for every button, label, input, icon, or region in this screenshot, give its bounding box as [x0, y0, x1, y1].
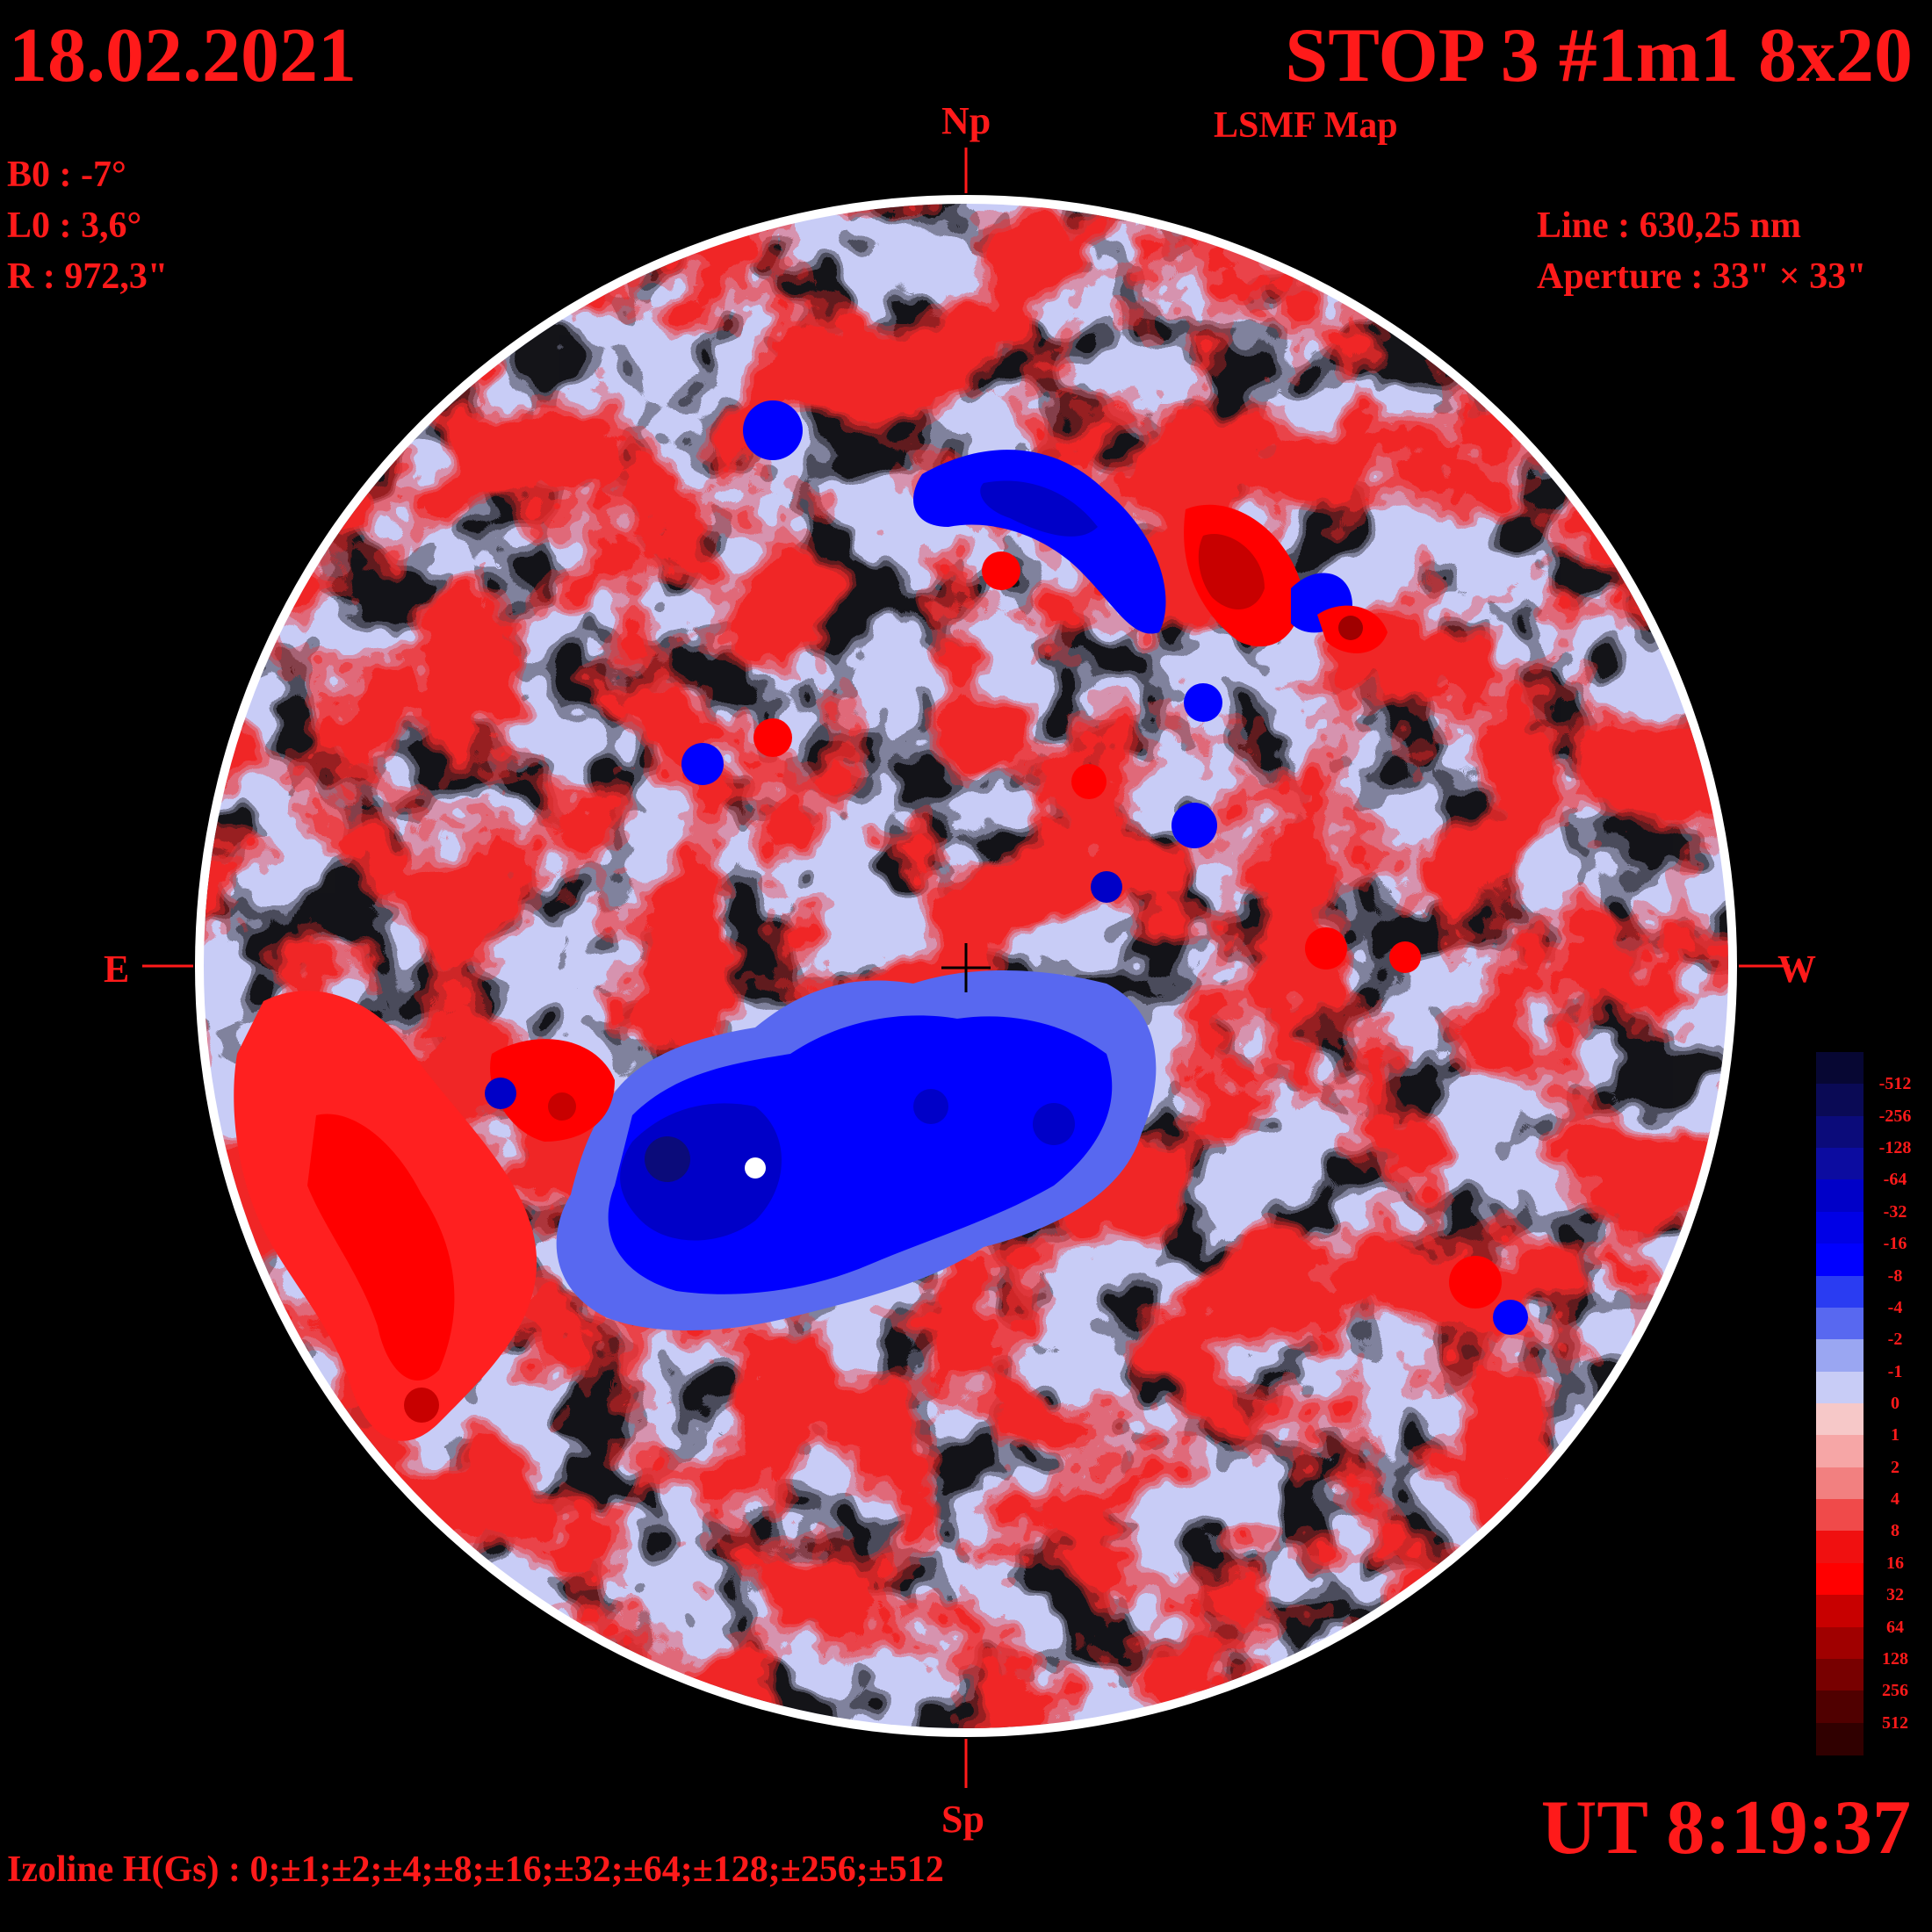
- legend-label: -4: [1887, 1297, 1903, 1317]
- legend-label: -512: [1878, 1074, 1912, 1094]
- north-pole-label: Np: [941, 99, 991, 142]
- legend-swatch: [1816, 1403, 1864, 1436]
- legend-swatch: [1816, 1211, 1864, 1244]
- map-title: STOP 3 #1m1 8x20: [1285, 13, 1913, 98]
- legend-swatch: [1816, 1626, 1864, 1660]
- legend-swatch: [1816, 1084, 1864, 1117]
- legend-label: 64: [1886, 1617, 1904, 1637]
- radius-value: R : 972,3": [7, 256, 169, 297]
- izoline-levels: Izoline H(Gs) : 0;±1;±2;±4;±8;±16;±32;±6…: [7, 1849, 944, 1890]
- legend-swatch: [1816, 1179, 1864, 1213]
- legend-label: -8: [1887, 1265, 1903, 1286]
- legend-label: -128: [1878, 1138, 1912, 1158]
- legend-label: -32: [1883, 1201, 1907, 1222]
- field-strength-legend: -512 -256 -128 -64 -32 -16 -8 -4 -2 -1 0 1 2 4 8 16 32 64…: [1816, 1052, 1923, 1755]
- legend-swatch: [1816, 1244, 1864, 1277]
- legend-swatch: [1816, 1052, 1864, 1085]
- instrument-parameters: Line : 630,25 nm Aperture : 33" × 33": [1537, 207, 1866, 309]
- legend-swatch: [1816, 1339, 1864, 1373]
- east-label: E: [104, 948, 130, 991]
- legend-label: 0: [1891, 1394, 1900, 1413]
- legend-swatch: [1816, 1435, 1864, 1468]
- legend-swatch: [1816, 1722, 1864, 1755]
- solar-parameters: B0 : -7° L0 : 3,6° R : 972,3": [7, 156, 168, 309]
- legend-label: 2: [1891, 1457, 1900, 1477]
- observation-date: 18.02.2021: [9, 13, 357, 98]
- legend-label: 512: [1882, 1712, 1908, 1733]
- legend-swatch: [1816, 1148, 1864, 1181]
- legend-label: -64: [1883, 1170, 1907, 1190]
- legend-label: 1: [1891, 1425, 1900, 1445]
- legend-label: 8: [1891, 1521, 1900, 1541]
- legend-swatch: [1816, 1371, 1864, 1404]
- aperture-value: Aperture : 33" × 33": [1537, 256, 1867, 297]
- axis-ticks: [142, 148, 1790, 1788]
- legend-swatch: [1816, 1531, 1864, 1564]
- legend-swatch: [1816, 1115, 1864, 1149]
- legend-swatch: [1816, 1595, 1864, 1628]
- south-pole-label: Sp: [941, 1798, 984, 1841]
- legend-swatch: [1816, 1690, 1864, 1724]
- west-label: W: [1777, 948, 1816, 991]
- universal-time: UT 8:19:37: [1540, 1785, 1911, 1871]
- legend-label: 32: [1886, 1585, 1904, 1605]
- legend-label: 4: [1891, 1489, 1900, 1510]
- legend-label: -1: [1887, 1361, 1903, 1381]
- legend-swatch: [1816, 1275, 1864, 1308]
- legend-label: -2: [1887, 1330, 1903, 1350]
- legend-label: -256: [1878, 1106, 1912, 1126]
- disk-center-cross: [941, 943, 991, 992]
- map-subtitle: LSMF Map: [1214, 105, 1398, 146]
- legend-swatch: [1816, 1307, 1864, 1340]
- l0-value: L0 : 3,6°: [7, 205, 142, 246]
- legend-swatch: [1816, 1499, 1864, 1532]
- legend-label: -16: [1883, 1234, 1907, 1254]
- spectral-line: Line : 630,25 nm: [1537, 205, 1802, 246]
- legend-swatch: [1816, 1658, 1864, 1691]
- legend-swatch: [1816, 1562, 1864, 1596]
- negative-polarity-region: [556, 970, 1157, 1330]
- legend-label: 16: [1886, 1553, 1904, 1573]
- legend-label: 128: [1882, 1648, 1908, 1669]
- b0-value: B0 : -7°: [7, 155, 126, 195]
- legend-label: 256: [1882, 1681, 1908, 1701]
- legend-swatch: [1816, 1467, 1864, 1500]
